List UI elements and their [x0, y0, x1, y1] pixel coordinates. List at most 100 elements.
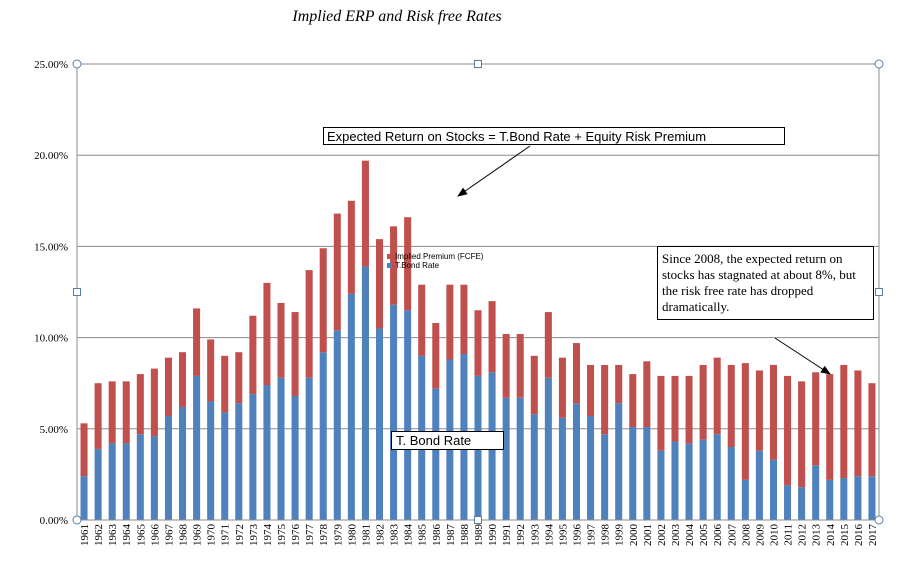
legend-label: T.Bond Rate: [395, 261, 440, 270]
bar-implied-premium: [488, 301, 496, 373]
bar-tbond-rate: [249, 394, 257, 520]
x-tick-label: 2001: [642, 524, 654, 546]
arrow-expected-return: [457, 145, 531, 197]
bar-implied-premium: [671, 375, 679, 442]
bar-tbond-rate: [179, 406, 187, 520]
x-tick-label: 1994: [543, 524, 555, 547]
x-tick-label: 1978: [318, 524, 330, 547]
x-tick-label: 1988: [459, 524, 471, 547]
bar-implied-premium: [755, 370, 763, 451]
bar-tbond-rate: [150, 436, 158, 520]
x-tick-label: 1995: [557, 524, 569, 547]
bar-implied-premium: [418, 284, 426, 356]
bar-implied-premium: [741, 363, 749, 480]
x-tick-label: 2016: [853, 524, 865, 547]
bar-tbond-rate: [347, 293, 355, 520]
bar-implied-premium: [333, 213, 341, 331]
bar-implied-premium: [826, 374, 834, 480]
corner-resize-handle[interactable]: [874, 59, 884, 69]
bar-tbond-rate: [826, 479, 834, 520]
bar-tbond-rate: [868, 476, 876, 520]
x-tick-label: 1968: [178, 524, 190, 547]
x-tick-label: 1969: [192, 524, 204, 547]
bar-implied-premium: [587, 364, 595, 417]
bar-tbond-rate: [305, 377, 313, 520]
x-tick-label: 1996: [571, 524, 583, 547]
bar-tbond-rate: [544, 377, 552, 520]
x-tick-label: 1965: [135, 524, 147, 547]
arrow-since-2008: [774, 337, 831, 375]
x-tick-label: 2010: [768, 524, 780, 547]
bar-tbond-rate: [193, 375, 201, 520]
bar-tbond-rate: [530, 414, 538, 520]
x-tick-label: 1964: [121, 524, 133, 547]
selection-handles[interactable]: [72, 59, 884, 525]
y-tick-label: 25.00%: [34, 59, 68, 71]
bar-tbond-rate: [108, 443, 116, 520]
x-tick-label: 1990: [487, 524, 499, 547]
bar-implied-premium: [868, 383, 876, 477]
x-tick-label: 2007: [726, 524, 738, 547]
bar-tbond-rate: [390, 304, 398, 520]
x-axis: 1961 1962 1963 1964 1965 1966 1967 1968 1969 1970…: [77, 519, 879, 547]
bar-implied-premium: [530, 355, 538, 415]
edge-resize-handle[interactable]: [875, 288, 883, 296]
bar-implied-premium: [713, 357, 721, 435]
bar-tbond-rate: [685, 443, 693, 520]
edge-resize-handle[interactable]: [474, 60, 482, 68]
y-tick-label: 10.00%: [34, 333, 68, 345]
corner-resize-handle[interactable]: [72, 515, 82, 525]
bar-tbond-rate: [798, 487, 806, 520]
x-tick-label: 1976: [290, 524, 302, 547]
bar-tbond-rate: [601, 434, 609, 520]
bar-tbond-rate: [671, 441, 679, 520]
bar-implied-premium: [319, 248, 327, 353]
bar-implied-premium: [277, 302, 285, 378]
annotation-arrows: [457, 145, 831, 375]
bar-implied-premium: [207, 339, 215, 402]
x-tick-label: 1989: [473, 524, 485, 547]
bar-tbond-rate: [404, 310, 412, 520]
bar-implied-premium: [80, 423, 88, 477]
x-tick-label: 1984: [403, 524, 415, 547]
bar-implied-premium: [347, 200, 355, 294]
x-tick-label: 2003: [670, 524, 682, 547]
bar-tbond-rate: [629, 426, 637, 520]
x-tick-label: 1962: [93, 524, 105, 546]
x-tick-label: 2014: [825, 524, 837, 547]
y-tick-label: 15.00%: [34, 241, 68, 253]
x-tick-label: 1986: [431, 524, 443, 547]
y-tick-label: 20.00%: [34, 150, 68, 162]
bar-tbond-rate: [741, 479, 749, 520]
bar-implied-premium: [122, 381, 130, 444]
bar-implied-premium: [601, 364, 609, 435]
bar-implied-premium: [629, 374, 637, 427]
bar-implied-premium: [798, 381, 806, 488]
bar-implied-premium: [94, 383, 102, 449]
x-tick-label: 2009: [754, 524, 766, 547]
bar-implied-premium: [558, 357, 566, 418]
bar-tbond-rate: [207, 401, 215, 520]
bar-implied-premium: [249, 315, 257, 395]
bar-tbond-rate: [812, 465, 820, 520]
bar-implied-premium: [516, 333, 524, 398]
bar-tbond-rate: [572, 403, 581, 520]
bar-implied-premium: [812, 372, 820, 466]
x-tick-label: 1992: [515, 524, 527, 546]
corner-resize-handle[interactable]: [72, 59, 82, 69]
x-tick-label: 2017: [867, 524, 879, 547]
corner-resize-handle[interactable]: [874, 515, 884, 525]
x-tick-label: 1981: [360, 524, 372, 546]
x-tick-label: 1963: [107, 524, 119, 547]
edge-resize-handle[interactable]: [73, 288, 81, 296]
x-tick-label: 1977: [304, 524, 316, 547]
bar-tbond-rate: [361, 266, 369, 520]
x-tick-label: 1974: [262, 524, 274, 547]
edge-resize-handle[interactable]: [474, 516, 482, 524]
bar-implied-premium: [446, 284, 454, 360]
bar-implied-premium: [840, 364, 848, 479]
bar-tbond-rate: [840, 478, 848, 520]
x-tick-label: 1967: [163, 524, 175, 547]
bar-tbond-rate: [291, 395, 299, 520]
bar-tbond-rate: [854, 476, 862, 520]
